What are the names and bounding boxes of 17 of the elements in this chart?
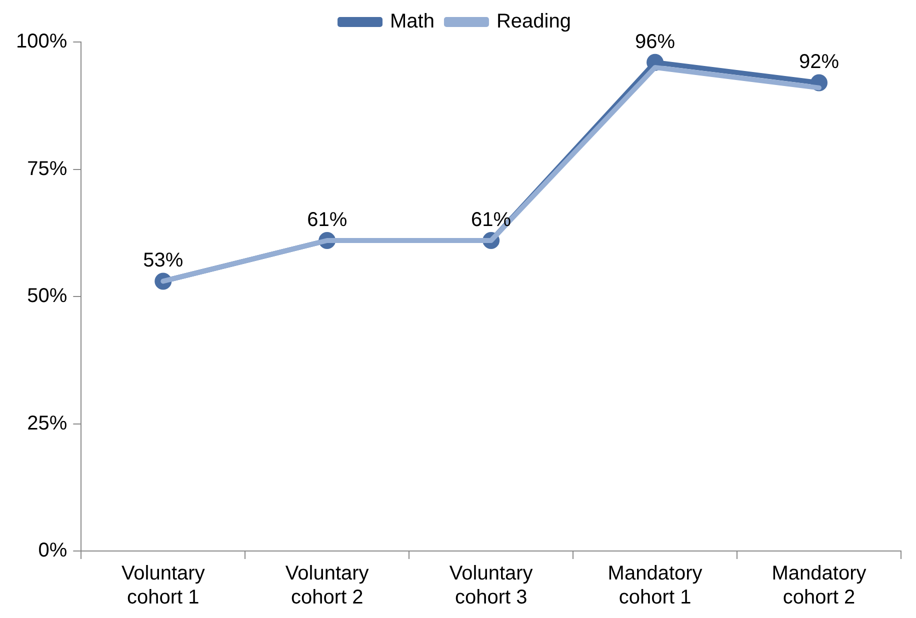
x-tick-label: Mandatory cohort 1 <box>608 562 702 609</box>
data-label: 96% <box>635 30 676 53</box>
x-tick-label: Voluntary cohort 2 <box>285 562 369 609</box>
x-tick-label: Mandatory cohort 2 <box>772 562 866 609</box>
data-label: 92% <box>799 51 840 74</box>
x-tick-label: Voluntary cohort 3 <box>449 562 533 609</box>
y-tick-label: 100% <box>16 30 68 53</box>
y-tick-label: 25% <box>27 412 68 434</box>
y-tick-label: 75% <box>27 158 68 180</box>
data-label: 61% <box>471 209 512 232</box>
legend-label: Math <box>390 10 434 33</box>
data-label: 61% <box>307 209 348 232</box>
data-label: 53% <box>143 250 184 272</box>
legend-label: Reading <box>496 10 571 33</box>
y-tick-label: 0% <box>38 540 68 562</box>
x-tick-label: Voluntary cohort 1 <box>121 562 205 609</box>
y-tick-label: 50% <box>27 285 68 308</box>
